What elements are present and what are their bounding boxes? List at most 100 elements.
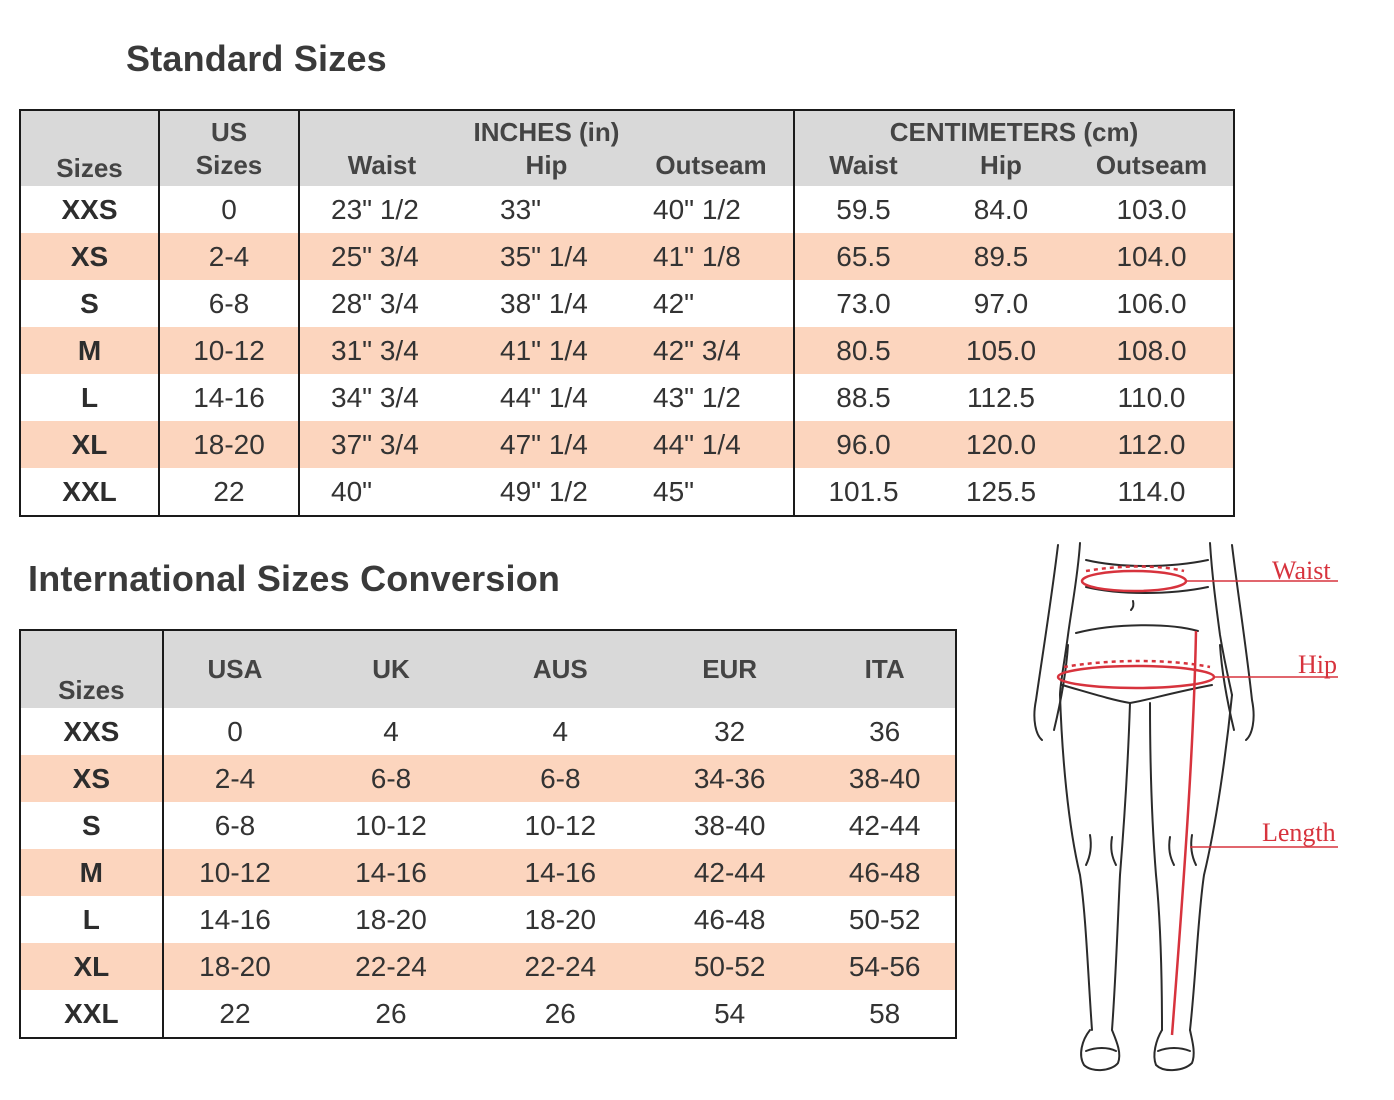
header-cm-waist: Waist <box>793 150 932 186</box>
size-cell: S <box>80 287 99 319</box>
uk-cell: 22-24 <box>306 943 476 990</box>
cm-waist-cell: 80.5 <box>793 327 932 374</box>
length-label: Length <box>1262 818 1336 847</box>
usa-cell: 22 <box>161 990 307 1038</box>
size-cell: XXS <box>61 193 118 225</box>
cm-hip-cell: 84.0 <box>973 193 1029 225</box>
length-measure-line <box>1170 630 1198 1036</box>
inches-outseam-cell: 43" 1/2 <box>653 381 741 413</box>
uk-cell: 26 <box>375 997 407 1029</box>
cm-hip-cell: 125.5 <box>965 475 1037 507</box>
cm-outseam-cell: 110.0 <box>1117 381 1186 413</box>
inches-waist-cell: 28" 3/4 <box>298 280 464 327</box>
header-centimeters: CENTIMETERS (cm) <box>792 110 1235 150</box>
table-row: XXL 22 26 26 54 58 <box>20 990 956 1038</box>
cm-outseam-cell: 114.0 <box>1117 475 1186 507</box>
inches-hip-cell: 38" 1/4 <box>500 287 588 319</box>
cm-outseam-cell: 108.0 <box>1070 327 1235 374</box>
header-cm-outseam: Outseam <box>1070 150 1235 186</box>
size-cell: XXL <box>64 997 119 1029</box>
size-cell: M <box>20 327 159 374</box>
table-row: S 6-8 10-12 10-12 38-40 42-44 <box>20 802 956 849</box>
uk-cell: 6-8 <box>306 755 476 802</box>
header-in-waist: Waist <box>298 150 464 186</box>
hip-label: Hip <box>1298 650 1337 679</box>
ita-cell: 42-44 <box>848 809 921 841</box>
table-row: XL 18-20 22-24 22-24 50-52 54-56 <box>20 943 956 990</box>
aus-cell: 14-16 <box>475 849 645 896</box>
us-size-cell: 6-8 <box>158 280 299 327</box>
waist-label: Waist <box>1272 556 1331 585</box>
uk-cell: 10-12 <box>355 809 427 841</box>
header-sizes: Sizes <box>20 110 159 186</box>
cm-hip-cell: 112.5 <box>967 381 1035 413</box>
ita-cell: 54-56 <box>814 943 956 990</box>
inches-hip-cell: 49" 1/2 <box>500 475 588 507</box>
cm-outseam-cell: 112.0 <box>1070 421 1235 468</box>
waist-measure-ellipse <box>1080 569 1188 593</box>
aus-cell: 18-20 <box>524 903 597 935</box>
eur-cell: 42-44 <box>644 849 815 896</box>
aus-cell: 10-12 <box>524 809 597 841</box>
hip-measure-ellipse <box>1056 664 1216 690</box>
inches-waist-cell: 23" 1/2 <box>298 186 464 233</box>
cm-outseam-cell: 104.0 <box>1070 233 1235 280</box>
inches-waist-cell: 31" 3/4 <box>298 327 464 374</box>
header-in-outseam: Outseam <box>629 150 794 186</box>
header-cm-hip: Hip <box>932 150 1070 186</box>
table-row: S 6-8 28" 3/4 38" 1/4 42" 73.0 97.0 106.… <box>20 280 1234 327</box>
inches-waist-cell: 40" <box>298 468 464 516</box>
size-cell: XS <box>20 233 159 280</box>
cm-hip-cell: 97.0 <box>973 287 1029 319</box>
us-size-cell: 14-16 <box>158 374 299 421</box>
table-row: XS 2-4 6-8 6-8 34-36 38-40 <box>20 755 956 802</box>
table-row: L 14-16 34" 3/4 44" 1/4 43" 1/2 88.5 112… <box>20 374 1234 421</box>
eur-cell: 50-52 <box>644 943 815 990</box>
inches-outseam-cell: 41" 1/8 <box>629 233 794 280</box>
international-sizes-title: International Sizes Conversion <box>28 558 561 599</box>
usa-cell: 2-4 <box>161 755 307 802</box>
cm-hip-cell: 89.5 <box>932 233 1070 280</box>
inches-hip-cell: 44" 1/4 <box>500 381 588 413</box>
table-row: XXS 0 4 4 32 36 <box>20 708 956 755</box>
aus-cell: 22-24 <box>475 943 645 990</box>
cm-waist-cell: 59.5 <box>793 186 932 233</box>
cm-waist-cell: 96.0 <box>793 421 932 468</box>
inches-hip-cell: 33" <box>500 193 542 225</box>
usa-cell: 6-8 <box>161 802 307 849</box>
us-size-cell: 2-4 <box>158 233 299 280</box>
us-size-cell: 18-20 <box>158 421 299 468</box>
size-cell: XL <box>20 421 159 468</box>
inches-outseam-cell: 42" <box>653 287 695 319</box>
table-row: XXL 22 40" 49" 1/2 45" 101.5 125.5 114.0 <box>20 468 1234 516</box>
inches-outseam-cell: 45" <box>653 475 695 507</box>
measurement-guides <box>1056 565 1216 1036</box>
inches-waist-cell: 25" 3/4 <box>298 233 464 280</box>
size-cell: XXS <box>63 715 120 747</box>
usa-cell: 10-12 <box>161 849 307 896</box>
cm-outseam-cell: 106.0 <box>1116 287 1187 319</box>
header-uk: UK <box>306 630 476 708</box>
table-row: XL 18-20 37" 3/4 47" 1/4 44" 1/4 96.0 12… <box>20 421 1235 468</box>
uk-cell: 18-20 <box>355 903 427 935</box>
size-cell: XL <box>20 943 163 990</box>
header-inches: INCHES (in) <box>298 110 794 150</box>
uk-cell: 14-16 <box>306 849 476 896</box>
table-row: XXS 0 23" 1/2 33" 40" 1/2 59.5 84.0 103.… <box>20 186 1234 233</box>
table-row: L 14-16 18-20 18-20 46-48 50-52 <box>20 896 956 943</box>
header-ita: ITA <box>814 630 956 708</box>
us-size-cell: 22 <box>158 468 299 516</box>
cm-hip-cell: 105.0 <box>932 327 1070 374</box>
size-cell: L <box>82 903 100 935</box>
ita-cell: 58 <box>869 997 901 1029</box>
inches-hip-cell: 35" 1/4 <box>464 233 629 280</box>
eur-cell: 38-40 <box>693 809 766 841</box>
cm-hip-cell: 120.0 <box>932 421 1070 468</box>
table-row: M 10-12 14-16 14-16 42-44 46-48 <box>20 849 956 896</box>
cm-outseam-cell: 103.0 <box>1116 193 1187 225</box>
ita-cell: 36 <box>869 715 901 747</box>
body-measurement-figure: Waist Hip Length <box>1033 542 1338 1071</box>
table-row: XS 2-4 25" 3/4 35" 1/4 41" 1/8 65.5 89.5… <box>20 233 1235 280</box>
eur-cell: 54 <box>714 997 746 1029</box>
cm-waist-cell: 88.5 <box>793 374 932 421</box>
